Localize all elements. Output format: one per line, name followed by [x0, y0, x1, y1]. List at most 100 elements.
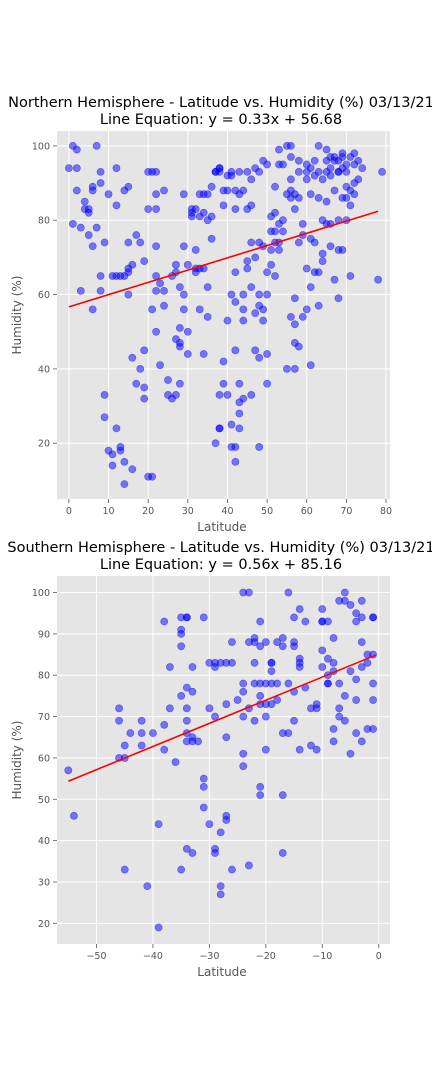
data-point: [175, 342, 184, 351]
data-point: [233, 696, 242, 704]
data-point: [172, 391, 180, 399]
data-point: [255, 443, 264, 451]
data-point: [76, 286, 85, 295]
data-point: [286, 141, 295, 150]
data-point: [68, 220, 77, 228]
data-point: [195, 305, 204, 314]
data-point: [338, 246, 347, 254]
data-point: [290, 364, 299, 373]
data-point: [223, 186, 232, 195]
data-point: [263, 290, 272, 299]
data-point: [271, 182, 279, 191]
data-point: [143, 882, 152, 891]
data-point: [279, 216, 287, 225]
data-point: [183, 327, 192, 336]
data-point: [329, 737, 338, 746]
data-point: [251, 309, 260, 318]
data-point: [243, 167, 252, 176]
northern-y-axis-label: Humidity (%): [10, 276, 24, 355]
data-point: [228, 865, 236, 874]
data-point: [250, 634, 259, 642]
data-point: [346, 272, 355, 280]
data-point: [314, 167, 323, 176]
data-point: [203, 283, 212, 292]
data-point: [267, 700, 276, 709]
data-point: [120, 865, 129, 874]
data-point: [318, 249, 327, 258]
data-point: [175, 379, 184, 388]
data-point: [247, 283, 256, 292]
y-tick-label: 60: [38, 753, 50, 764]
data-point: [378, 167, 386, 176]
data-point: [271, 208, 279, 217]
data-point: [256, 692, 265, 700]
data-point: [295, 605, 304, 613]
data-point: [261, 712, 270, 721]
data-point: [191, 205, 200, 213]
data-point: [128, 465, 137, 474]
northern-points: [64, 141, 386, 489]
data-point: [357, 663, 366, 671]
data-point: [251, 253, 260, 262]
data-point: [100, 238, 109, 247]
data-point: [350, 190, 359, 199]
data-point: [346, 667, 355, 676]
data-point: [104, 190, 113, 199]
data-point: [273, 638, 282, 647]
data-point: [318, 175, 327, 184]
data-point: [182, 683, 191, 692]
data-point: [120, 480, 129, 489]
data-point: [205, 820, 214, 828]
data-point: [314, 194, 323, 202]
data-point: [357, 596, 366, 605]
data-point: [160, 720, 169, 729]
data-point: [294, 238, 303, 247]
x-tick-label: 50: [261, 506, 273, 517]
regression-line: [68, 210, 379, 308]
data-point: [256, 782, 265, 791]
data-point: [199, 208, 208, 217]
data-point: [306, 190, 315, 199]
southern-gridlines: [57, 576, 390, 944]
data-point: [128, 260, 137, 269]
data-point: [340, 596, 349, 605]
x-tick-label: −30: [199, 951, 219, 962]
y-tick-label: 40: [38, 364, 50, 375]
data-point: [148, 305, 157, 314]
data-point: [136, 238, 145, 247]
y-tick-label: 100: [32, 588, 50, 599]
data-point: [354, 156, 363, 165]
data-point: [335, 712, 344, 721]
data-point: [160, 745, 169, 754]
data-point: [301, 617, 310, 626]
data-point: [324, 654, 332, 663]
data-point: [247, 175, 256, 184]
data-point: [231, 443, 240, 451]
data-point: [112, 164, 121, 173]
data-point: [306, 164, 315, 173]
data-point: [329, 725, 338, 733]
data-point: [290, 638, 298, 647]
data-point: [324, 617, 332, 626]
data-point: [188, 849, 197, 857]
data-point: [182, 704, 191, 713]
x-tick-label: 10: [102, 506, 114, 517]
southern-ticks: −50 −40 −30 −20 −10 0 20 30 40 50 60 70 80 90 100: [32, 588, 382, 962]
data-point: [156, 361, 164, 370]
data-point: [137, 741, 146, 750]
data-point: [346, 749, 355, 758]
data-point: [228, 638, 236, 647]
data-point: [326, 171, 335, 180]
data-point: [132, 379, 141, 388]
data-point: [179, 190, 188, 199]
x-tick-label: 0: [376, 951, 382, 962]
data-point: [175, 283, 184, 292]
data-point: [199, 774, 208, 783]
data-point: [227, 167, 236, 176]
data-point: [239, 305, 248, 314]
data-point: [369, 679, 377, 688]
data-point: [152, 167, 161, 176]
data-point: [108, 461, 117, 470]
data-point: [160, 186, 168, 195]
data-point: [207, 182, 216, 191]
